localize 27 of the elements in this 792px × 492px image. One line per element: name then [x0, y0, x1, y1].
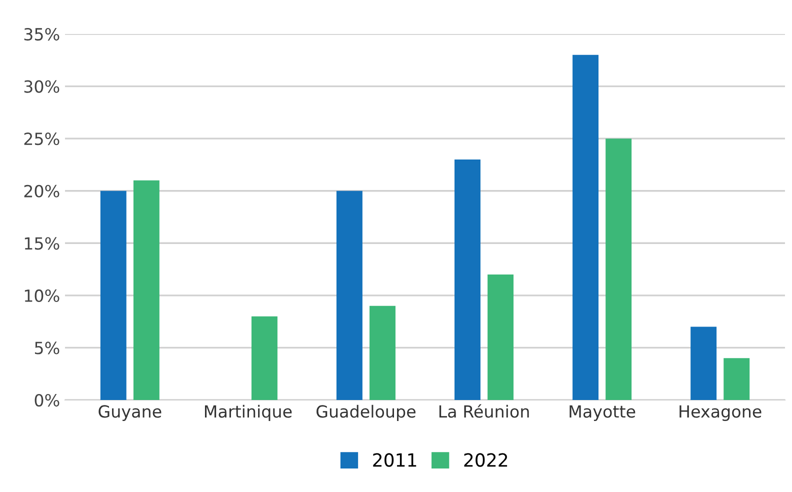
y-tick-label: 15%: [24, 237, 60, 250]
bar: [100, 190, 126, 400]
bar: [724, 358, 750, 400]
bar: [336, 190, 362, 400]
bar: [606, 138, 632, 400]
y-tick-label: 20%: [24, 184, 60, 198]
y-tick-label: 30%: [24, 80, 60, 93]
x-tick-label: La Réunion: [439, 404, 529, 418]
bar: [133, 180, 160, 400]
bar: [370, 306, 396, 400]
bar: [251, 316, 278, 400]
y-tick-label: 5%: [34, 342, 60, 354]
bar: [454, 159, 480, 400]
x-tick-label: Hexagone: [680, 405, 762, 421]
y-tick-label: 10%: [24, 289, 60, 302]
x-tick-label: Guyane: [98, 405, 162, 421]
y-tick-label: 0%: [34, 394, 60, 407]
x-tick-label: Mayotte: [570, 405, 636, 421]
legend-label: 2011: [373, 453, 416, 467]
y-tick-label: 35%: [24, 28, 60, 41]
legend-label: 2022: [464, 453, 508, 467]
x-tick-label: Martinique: [204, 404, 292, 421]
y-tick-label: 25%: [24, 132, 60, 146]
bar: [488, 274, 514, 400]
x-tick-label: Guadeloupe: [316, 404, 416, 421]
bar: [690, 326, 717, 400]
bar: [572, 54, 599, 400]
